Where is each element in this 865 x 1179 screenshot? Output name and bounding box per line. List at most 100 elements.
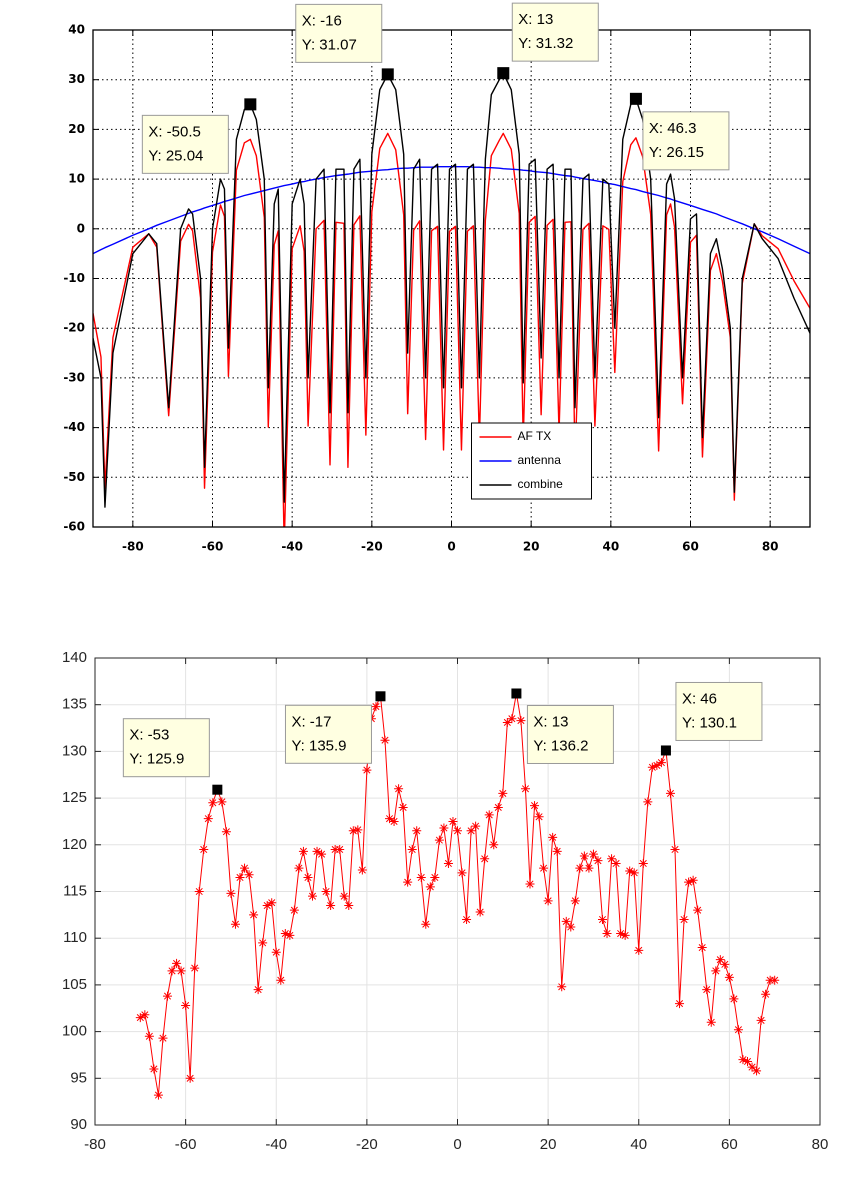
chart-top: -80 -60 -40 -20 0 20 40 60 80 -60 -50 -40 -30 -20 -10 0…	[63, 2, 811, 554]
data-tip-text: X: 13	[533, 713, 568, 730]
star-marker	[756, 1015, 766, 1025]
star-marker	[643, 797, 653, 807]
data-tip-marker	[212, 784, 223, 795]
data-tip-marker	[660, 745, 671, 756]
star-marker	[285, 930, 295, 940]
star-marker	[625, 866, 635, 876]
star-marker	[579, 851, 589, 861]
star-marker	[665, 788, 675, 798]
star-marker	[670, 844, 680, 854]
data-tip-box	[141, 114, 229, 174]
star-marker	[638, 858, 648, 868]
star-marker	[230, 919, 240, 929]
star-marker	[530, 801, 540, 811]
star-marker	[552, 846, 562, 856]
x-tick-label: 40	[630, 1136, 647, 1153]
data-tip-text: Y: 135.9	[291, 737, 346, 754]
data-tip-marker	[381, 68, 394, 81]
star-marker	[176, 966, 186, 976]
star-marker	[507, 714, 517, 724]
y-tick-label: 10	[68, 172, 85, 186]
data-tip-text: X: 46	[682, 690, 717, 707]
data-tip-text: X: -16	[302, 12, 342, 29]
y-tick-label: 130	[62, 742, 87, 759]
star-marker	[267, 898, 277, 908]
y-tick-label: 20	[68, 122, 85, 136]
y-tick-label: 105	[62, 976, 87, 993]
y-tick-label: 100	[62, 1023, 87, 1040]
data-tip-box	[526, 704, 614, 764]
y-tick-label: -50	[63, 470, 85, 484]
chart-bottom: -80 -60 -40 -20 0 20 40 60 80 90 95 100 105 110 115 120…	[62, 649, 828, 1153]
plot-area	[135, 688, 780, 1100]
data-tip-box	[284, 704, 372, 764]
star-marker	[312, 846, 322, 856]
data-tip-marker	[511, 688, 522, 699]
x-tick-label: -20	[356, 1136, 378, 1153]
star-marker	[502, 717, 512, 727]
axes-frame	[94, 657, 821, 1126]
star-marker	[339, 891, 349, 901]
star-marker	[448, 816, 458, 826]
star-marker	[543, 896, 553, 906]
y-tick-label: 90	[70, 1116, 87, 1133]
star-marker	[303, 872, 313, 882]
star-marker	[525, 879, 535, 889]
star-marker	[380, 735, 390, 745]
star-marker	[534, 812, 544, 822]
data-tip-text: Y: 31.32	[518, 35, 573, 52]
star-marker	[588, 849, 598, 859]
data-tip-box	[295, 3, 383, 63]
star-marker	[371, 702, 381, 712]
data-tip: X: -17 Y: 135.9	[284, 691, 386, 764]
star-marker	[738, 1055, 748, 1065]
star-marker	[425, 882, 435, 892]
star-marker	[362, 765, 372, 775]
star-marker	[607, 854, 617, 864]
star-marker	[194, 887, 204, 896]
star-marker	[330, 844, 340, 854]
plot-area	[93, 72, 810, 527]
star-marker	[280, 929, 290, 939]
star-marker	[208, 798, 218, 808]
y-tick-label: 30	[68, 72, 85, 86]
star-marker	[466, 826, 476, 836]
star-marker	[493, 802, 503, 812]
star-marker	[298, 846, 308, 856]
data-tip-text: X: -17	[291, 713, 331, 730]
star-marker	[629, 868, 639, 878]
star-marker	[348, 826, 358, 836]
x-tick-label: 80	[762, 540, 779, 554]
x-tick-label: 0	[447, 540, 455, 554]
star-marker	[321, 887, 331, 896]
data-tip-text: Y: 125.9	[129, 751, 184, 768]
star-marker	[144, 1031, 154, 1041]
star-marker	[761, 989, 771, 999]
y-tick-label: -20	[63, 321, 85, 335]
data-tip-text: X: 13	[518, 11, 553, 28]
star-marker	[715, 955, 725, 965]
star-marker	[163, 991, 172, 1001]
star-marker	[616, 929, 626, 939]
y-tick-label: 125	[62, 789, 87, 806]
x-tick-label: 20	[523, 540, 540, 554]
data-tip-box	[511, 2, 599, 62]
star-marker	[520, 784, 530, 794]
x-tick-label: 60	[682, 540, 699, 554]
star-marker	[462, 915, 472, 925]
data-tip-text: X: -50.5	[148, 123, 201, 140]
star-marker	[516, 716, 526, 726]
y-tick-label: -40	[63, 420, 85, 434]
star-marker	[412, 826, 422, 836]
star-marker	[276, 975, 286, 985]
star-marker	[684, 877, 694, 887]
y-tick-label: 40	[68, 23, 85, 37]
x-tick-label: -40	[281, 540, 303, 554]
star-marker	[289, 905, 299, 915]
star-marker	[271, 947, 281, 957]
star-marker	[598, 915, 607, 925]
star-marker	[199, 844, 209, 854]
star-marker	[702, 985, 712, 995]
y-tick-label: 115	[63, 882, 87, 899]
